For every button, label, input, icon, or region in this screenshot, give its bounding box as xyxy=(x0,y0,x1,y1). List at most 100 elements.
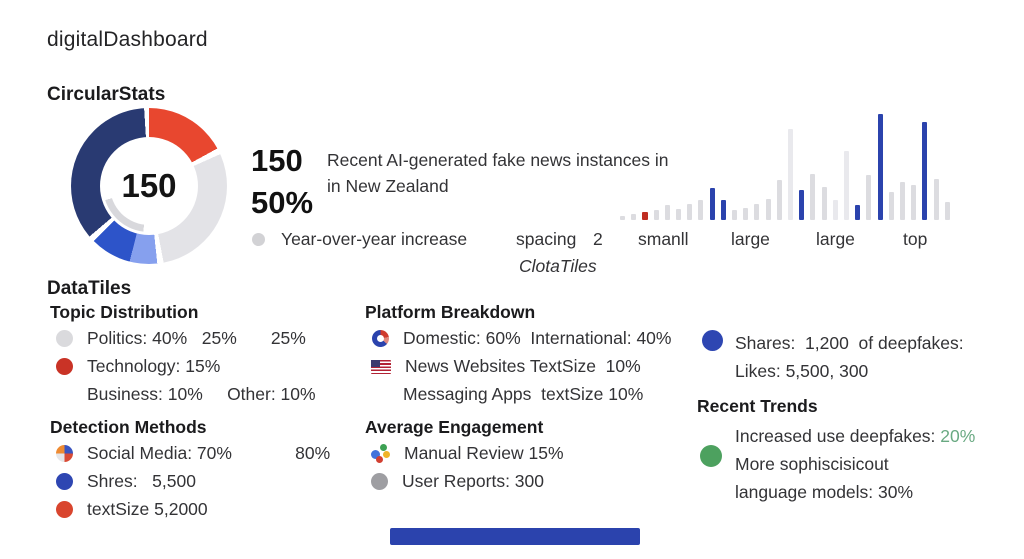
bar-gray xyxy=(732,210,737,220)
bottom-accent-bar xyxy=(390,528,640,545)
trends-block: Increased use deepfakes: 20% More sophis… xyxy=(735,422,975,506)
platform-row-news: News Websites TextSize 10% xyxy=(405,356,641,376)
bar-lightgray xyxy=(844,151,849,220)
axis-tick-4: top xyxy=(903,229,928,249)
bar-blue xyxy=(877,114,883,220)
list-item: Messaging Apps textSize 10% xyxy=(372,384,643,405)
trend-line1: Increased use deepfakes: 20% xyxy=(735,422,975,450)
average-engagement-title: Average Engagement xyxy=(365,417,544,437)
bar-gray xyxy=(676,209,681,220)
shares-large-dot-icon xyxy=(702,330,723,351)
bar-gray xyxy=(743,208,749,220)
list-item: Technology: 15% xyxy=(56,356,220,377)
list-item: Shres: 5,500 xyxy=(56,471,196,492)
bar-lightgray xyxy=(788,129,793,220)
circular-stats-heading: CircularStats xyxy=(47,84,166,105)
bar-blue xyxy=(855,205,861,220)
bar-blue xyxy=(799,190,805,220)
textsize-dot-icon xyxy=(56,501,73,518)
bar-blue xyxy=(709,188,715,220)
stat-value: 150 xyxy=(251,143,303,178)
shares-dot-icon xyxy=(56,473,73,490)
page-title: digitalDashboard xyxy=(47,28,208,51)
trend-line1-value: 20% xyxy=(940,426,976,446)
chart-description-line2: in New Zealand xyxy=(327,176,449,196)
us-flag-icon xyxy=(371,359,391,374)
platform-row-domestic: Domestic: 60% International: 40% xyxy=(403,328,672,348)
bar-gray xyxy=(754,204,760,220)
chart-description-line1: Recent AI-generated fake news instances … xyxy=(327,150,669,170)
topic-row-business-other: Business: 10% Other: 10% xyxy=(87,384,316,404)
platform-row-messaging: Messaging Apps textSize 10% xyxy=(403,384,644,404)
list-item: Politics: 40% 25% 25% xyxy=(56,328,306,349)
bar-gray xyxy=(776,180,782,220)
chart-description: Recent AI-generated fake news instances … xyxy=(327,147,668,199)
politics-dot-icon xyxy=(56,330,73,347)
detection-row-social: Social Media: 70% 80% xyxy=(87,443,331,463)
engagement-row-reports: User Reports: 300 xyxy=(402,471,545,491)
detection-row-textsize: textSize 5,2000 xyxy=(87,499,208,519)
bar-gray xyxy=(631,214,637,220)
bar-gray xyxy=(866,175,872,220)
legend-label: Year-over-year increase xyxy=(281,229,468,249)
pie-quadrant-icon xyxy=(56,445,73,462)
list-item: textSize 5,2000 xyxy=(56,499,208,520)
spacer-icon xyxy=(56,386,73,403)
donut-chart: 150 xyxy=(71,108,227,264)
bar-gray xyxy=(620,216,625,220)
trend-green-dot-icon xyxy=(700,445,722,467)
list-item: News Websites TextSize 10% xyxy=(371,356,641,377)
list-item: User Reports: 300 xyxy=(371,471,544,492)
legend-dot-icon xyxy=(252,233,265,246)
bar-gray xyxy=(944,202,950,220)
chart-caption: ClotaTiles xyxy=(519,256,597,276)
axis-tick-3: large xyxy=(816,229,855,249)
bar-red xyxy=(642,212,649,220)
axis-spacing-label: spacing xyxy=(516,229,577,249)
bar-gray xyxy=(933,179,939,220)
axis-tick-1: smanll xyxy=(638,229,689,249)
bar-blue xyxy=(720,200,726,220)
topic-row-politics: Politics: 40% 25% 25% xyxy=(87,328,306,348)
list-item: Domestic: 60% International: 40% xyxy=(372,328,671,349)
bar-gray xyxy=(765,199,771,220)
trend-line2: More sophiscisicout xyxy=(735,454,889,474)
bar-gray xyxy=(698,200,704,220)
data-tiles-heading: DataTiles xyxy=(47,278,132,299)
bar-gray xyxy=(821,187,827,220)
engagement-row-manual: Manual Review 15% xyxy=(404,443,564,463)
donut-inner-mask xyxy=(110,147,188,225)
axis-tick-2: large xyxy=(731,229,770,249)
dot-cluster-icon xyxy=(371,444,390,463)
list-item: Social Media: 70% 80% xyxy=(56,443,330,464)
donut-small-icon xyxy=(372,330,389,347)
bar-gray xyxy=(911,185,917,220)
donut-center-value: 150 xyxy=(121,167,177,204)
topic-distribution-title: Topic Distribution xyxy=(50,302,199,322)
bar-gray xyxy=(810,174,816,220)
user-reports-dot-icon xyxy=(371,473,388,490)
detection-row-shres: Shres: 5,500 xyxy=(87,471,196,491)
recent-trends-title: Recent Trends xyxy=(697,396,818,416)
spacer-icon xyxy=(372,386,389,403)
shares-line1: Shares: 1,200 of deepfakes: xyxy=(735,333,964,353)
bar-lightgray xyxy=(832,200,838,220)
trend-line3: language models: 30% xyxy=(735,482,914,502)
bar-chart xyxy=(620,110,965,220)
stat-percent: 50% xyxy=(251,185,314,220)
shares-line2: Likes: 5,500, 300 xyxy=(735,361,869,381)
bar-gray xyxy=(664,205,670,220)
platform-breakdown-title: Platform Breakdown xyxy=(365,302,536,322)
detection-methods-title: Detection Methods xyxy=(50,417,207,437)
trend-line1-text: Increased use deepfakes: xyxy=(735,426,941,446)
bar-gray xyxy=(653,210,659,220)
list-item: Business: 10% Other: 10% xyxy=(56,384,316,405)
bar-gray xyxy=(888,192,894,220)
shares-block: Shares: 1,200 of deepfakes: Likes: 5,500… xyxy=(735,329,964,385)
topic-row-technology: Technology: 15% xyxy=(87,356,221,376)
bar-gray xyxy=(900,182,905,220)
axis-spacing-value: 2 xyxy=(593,229,603,249)
bar-blue xyxy=(922,122,928,220)
bar-gray xyxy=(687,204,693,220)
